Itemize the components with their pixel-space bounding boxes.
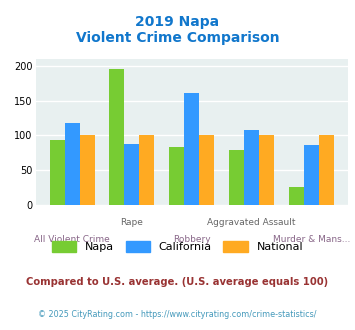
Bar <box>289 187 304 205</box>
Bar <box>109 69 125 205</box>
Text: All Violent Crime: All Violent Crime <box>34 235 110 244</box>
Bar <box>169 147 184 205</box>
Bar <box>50 140 65 205</box>
Text: Aggravated Assault: Aggravated Assault <box>207 218 296 227</box>
Bar <box>259 135 274 205</box>
Text: Murder & Mans...: Murder & Mans... <box>273 235 350 244</box>
Text: Robbery: Robbery <box>173 235 211 244</box>
Bar <box>319 135 334 205</box>
Bar <box>80 135 94 205</box>
Bar <box>244 130 259 205</box>
Text: © 2025 CityRating.com - https://www.cityrating.com/crime-statistics/: © 2025 CityRating.com - https://www.city… <box>38 310 317 319</box>
Text: Violent Crime Comparison: Violent Crime Comparison <box>76 31 279 45</box>
Bar <box>304 145 319 205</box>
Text: Rape: Rape <box>120 218 143 227</box>
Legend: Napa, California, National: Napa, California, National <box>48 237 307 256</box>
Bar <box>199 135 214 205</box>
Text: 2019 Napa: 2019 Napa <box>136 15 219 29</box>
Bar <box>140 135 154 205</box>
Text: Compared to U.S. average. (U.S. average equals 100): Compared to U.S. average. (U.S. average … <box>26 278 329 287</box>
Bar <box>65 123 80 205</box>
Bar <box>125 145 140 205</box>
Bar <box>184 93 199 205</box>
Bar <box>229 150 244 205</box>
